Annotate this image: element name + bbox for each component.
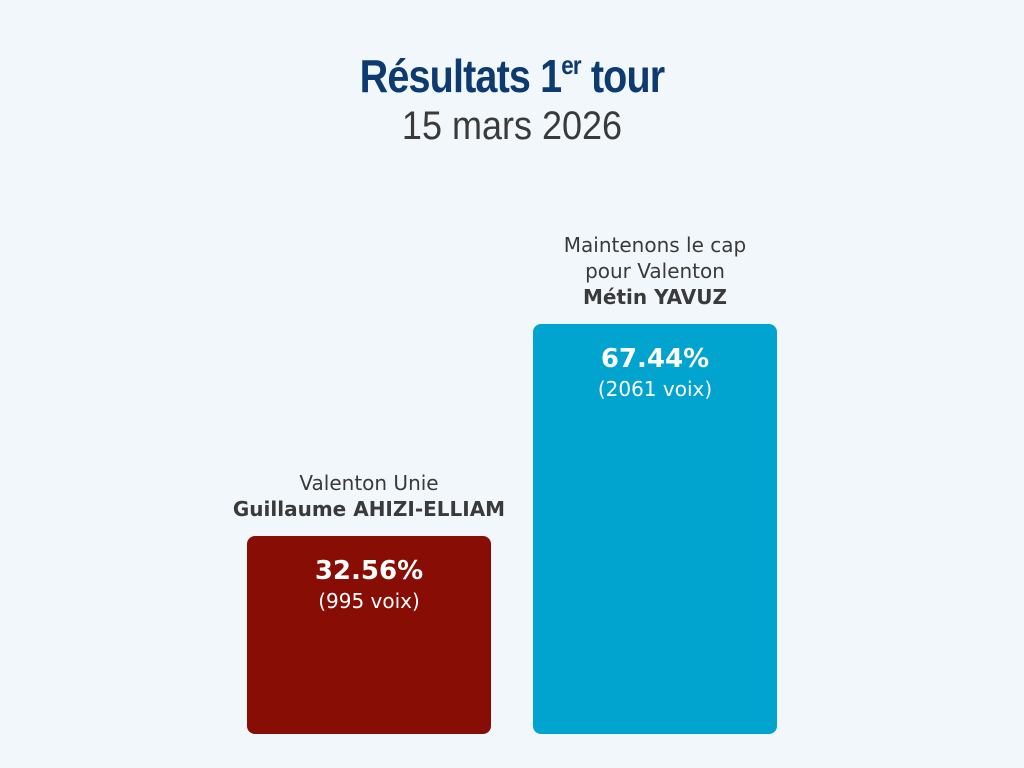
candidate-label-yavuz: Maintenons le cap pour Valenton Métin YA…	[495, 232, 815, 310]
bar-yavuz: 67.44% (2061 voix)	[533, 324, 777, 734]
bar-ahizi-elliam: 32.56% (995 voix)	[247, 536, 491, 734]
candidate-name: Guillaume AHIZI-ELLIAM	[232, 497, 506, 522]
list-name-line-1: Maintenons le cap	[563, 233, 747, 257]
list-name-line-2: pour Valenton	[585, 259, 725, 283]
page-title: Résultats 1er tour	[359, 50, 665, 102]
bar-votes-label: (995 voix)	[318, 589, 420, 614]
list-name: Valenton Unie	[299, 471, 439, 496]
bar-percent-label: 67.44%	[600, 344, 710, 374]
page-subtitle: 15 mars 2026	[401, 104, 623, 148]
bar-votes-label: (2061 voix)	[597, 377, 713, 401]
candidate-label-ahizi-elliam: Valenton Unie Guillaume AHIZI-ELLIAM	[209, 470, 529, 522]
bar-percent-label: 32.56%	[314, 556, 424, 587]
candidate-name: Métin YAVUZ	[583, 285, 727, 309]
